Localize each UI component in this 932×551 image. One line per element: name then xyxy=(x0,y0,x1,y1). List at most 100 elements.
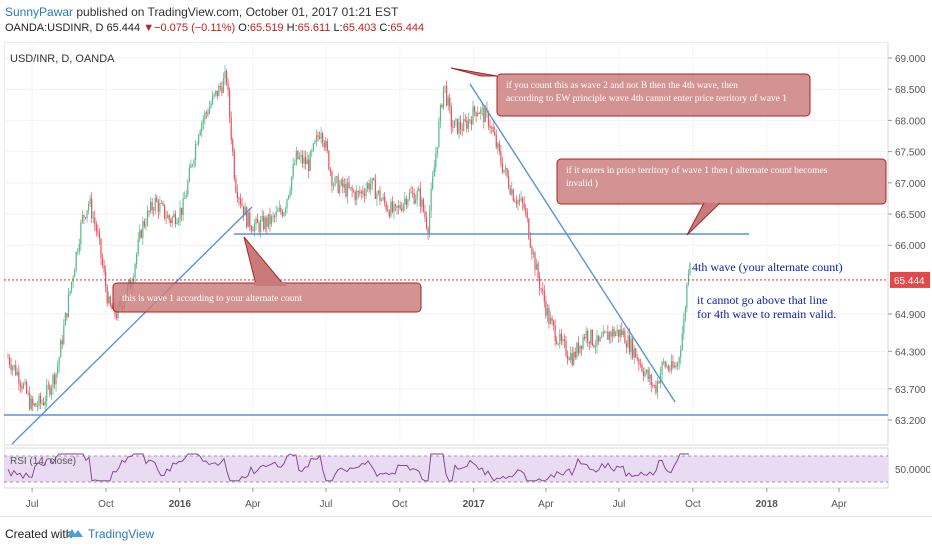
wave-1-trendline[interactable] xyxy=(11,206,253,445)
candle-body xyxy=(294,164,296,165)
candle-body xyxy=(190,164,192,169)
text-cannot-go-above: it cannot go above that line xyxy=(697,293,827,307)
candle-body xyxy=(43,402,45,406)
candle-body xyxy=(235,178,237,192)
candle-body xyxy=(677,363,679,367)
candle-body xyxy=(511,189,513,195)
candle-body xyxy=(475,111,477,116)
candle-body xyxy=(283,212,285,216)
candle-body xyxy=(171,217,173,224)
candle-body xyxy=(520,198,522,201)
candle-body xyxy=(260,220,262,232)
time-tick-label: Oct xyxy=(685,499,701,510)
candle-body xyxy=(134,264,136,278)
price-chart[interactable]: USD/INR, D, OANDA if you count this as w… xyxy=(4,42,930,512)
candle-body xyxy=(94,217,96,225)
candle-body xyxy=(385,202,387,210)
svg-text:if you count this as wave 2 an: if you count this as wave 2 and not B th… xyxy=(506,80,787,104)
close-label: C: xyxy=(379,22,391,34)
quote-line: OANDA:USDINR, D 65.444 ▼−0.075 (−0.11%) … xyxy=(5,22,424,34)
last-price: 65.444 xyxy=(106,22,141,34)
candle-body xyxy=(167,215,169,218)
candle-body xyxy=(205,112,207,114)
candle-body xyxy=(480,108,482,114)
candle-body xyxy=(356,191,358,201)
candle-body xyxy=(15,365,17,376)
candle-body xyxy=(376,193,378,199)
candle-body xyxy=(58,357,60,368)
rsi-pane[interactable]: RSI (14, close) 50.0000 xyxy=(4,447,930,489)
candle-body xyxy=(105,271,107,287)
candle-body xyxy=(663,361,665,363)
rsi-band xyxy=(4,456,888,482)
callout-left[interactable]: this is wave 1 according to your alterna… xyxy=(112,236,422,313)
candle-body xyxy=(212,95,214,104)
candle-body xyxy=(80,222,82,245)
candle-body xyxy=(529,238,531,248)
candle-body xyxy=(422,199,424,212)
candle-body xyxy=(306,159,308,165)
candle-body xyxy=(89,198,91,204)
author-link[interactable]: SunnyPawar xyxy=(5,5,74,19)
candle-body xyxy=(599,337,601,342)
time-tick-label: Jul xyxy=(320,499,333,510)
tradingview-logo-icon[interactable] xyxy=(65,525,85,541)
candle-body xyxy=(75,251,77,270)
candle-body xyxy=(323,142,325,148)
candle-body xyxy=(528,218,530,239)
callout-top[interactable]: if you count this as wave 2 and not B th… xyxy=(450,67,811,117)
tradingview-brand-link[interactable]: TradingView xyxy=(88,527,155,541)
candle-body xyxy=(466,120,468,129)
callout-right[interactable]: if it enters in price territory of wave … xyxy=(556,158,887,236)
time-axis[interactable]: Jul Oct 2016 Apr Jul Oct 2017 Apr Jul Oct 2018 Apr xyxy=(26,488,848,510)
candle-body xyxy=(30,398,32,410)
candle-body xyxy=(494,131,496,136)
publication-line: SunnyPawar published on TradingView.com,… xyxy=(5,5,398,19)
open-label: O: xyxy=(238,22,250,34)
candle-body xyxy=(256,218,259,224)
candle-body xyxy=(137,239,139,254)
candle-body xyxy=(326,141,328,151)
candle-body xyxy=(661,362,663,374)
footer: Created with TradingView xyxy=(0,516,932,551)
candle-body xyxy=(415,199,417,204)
candle-body xyxy=(616,329,618,333)
candle-body xyxy=(64,313,66,326)
candle-body xyxy=(160,203,163,204)
candle-body xyxy=(554,325,556,341)
candle-body xyxy=(336,176,338,178)
candle-body xyxy=(680,349,682,358)
candle-body xyxy=(132,277,135,284)
candle-body xyxy=(72,277,74,282)
candle-body xyxy=(227,83,229,91)
candle-body xyxy=(74,269,76,278)
candle-body xyxy=(542,289,544,291)
price-axis[interactable]: 69.000 68.500 68.000 67.500 67.000 66.500 66.0… xyxy=(888,54,930,427)
candle-body xyxy=(67,294,70,317)
candle-body xyxy=(277,211,279,213)
candle-body xyxy=(60,340,62,358)
candle-body xyxy=(684,308,686,319)
candle-body xyxy=(666,365,668,367)
candle-body xyxy=(424,211,426,218)
candle-body xyxy=(604,331,606,333)
candle-body xyxy=(106,286,108,304)
candle-body xyxy=(325,141,327,148)
candle-body xyxy=(280,207,282,212)
candle-body xyxy=(678,357,680,364)
candle-body xyxy=(19,383,21,386)
candle-body xyxy=(300,155,302,157)
candle-body xyxy=(270,215,273,225)
candle-body xyxy=(7,357,9,359)
candle-body xyxy=(289,190,291,196)
candle-body xyxy=(546,308,548,316)
candle-body xyxy=(627,335,629,348)
time-tick-label: 2018 xyxy=(756,499,779,510)
candle-body xyxy=(501,163,504,173)
candle-body xyxy=(584,336,586,339)
candle-body xyxy=(608,332,610,340)
candle-body xyxy=(473,106,476,112)
candle-body xyxy=(21,385,23,389)
descending-trendline[interactable] xyxy=(469,83,676,403)
candle-body xyxy=(98,232,101,239)
